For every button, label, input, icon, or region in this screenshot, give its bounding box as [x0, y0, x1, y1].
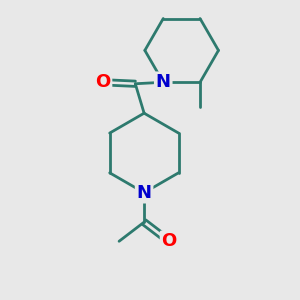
Text: O: O: [161, 232, 177, 250]
Text: N: N: [136, 184, 152, 202]
Text: N: N: [156, 73, 171, 91]
Text: O: O: [95, 73, 110, 91]
